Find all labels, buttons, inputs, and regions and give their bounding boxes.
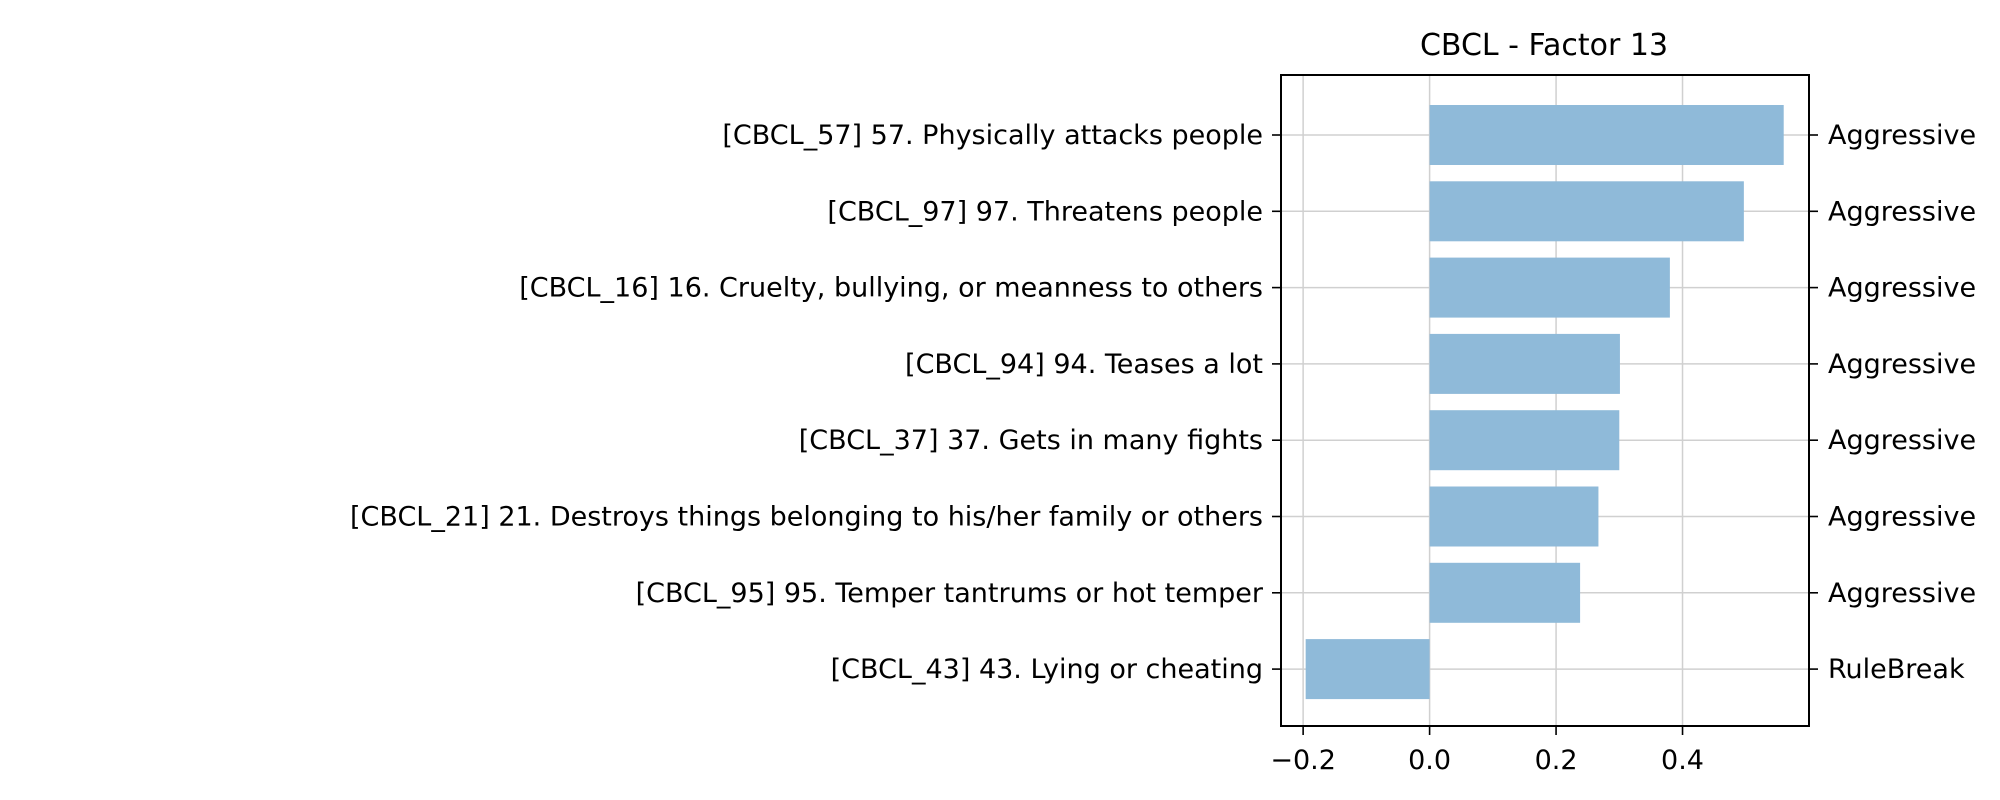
bar bbox=[1429, 410, 1620, 471]
grid-lines bbox=[1281, 75, 1809, 726]
y-right-label: Aggressive bbox=[1828, 578, 1976, 609]
bar bbox=[1429, 333, 1620, 394]
axis-labels: −0.2 0.0 0.2 0.4 [CBCL_57] 57. Physically at… bbox=[350, 120, 1976, 776]
y-tick-label: [CBCL_57] 57. Physically attacks people bbox=[722, 120, 1263, 151]
y-right-label: Aggressive bbox=[1828, 425, 1976, 456]
bar bbox=[1429, 562, 1581, 623]
x-tick-label: 0.2 bbox=[1535, 745, 1578, 776]
chart-title: CBCL - Factor 13 bbox=[1420, 28, 1668, 63]
y-tick-label: [CBCL_43] 43. Lying or cheating bbox=[831, 654, 1263, 685]
y-right-label: Aggressive bbox=[1828, 196, 1976, 227]
y-tick-label: [CBCL_97] 97. Threatens people bbox=[827, 196, 1263, 227]
y-tick-label: [CBCL_16] 16. Cruelty, bullying, or mean… bbox=[519, 273, 1263, 304]
bar bbox=[1305, 639, 1430, 700]
y-right-label: Aggressive bbox=[1828, 349, 1976, 380]
y-tick-label: [CBCL_95] 95. Temper tantrums or hot tem… bbox=[636, 578, 1264, 609]
y-tick-label: [CBCL_94] 94. Teases a lot bbox=[905, 349, 1263, 380]
x-tick-label: −0.2 bbox=[1270, 745, 1336, 776]
x-tick-label: 0.4 bbox=[1661, 745, 1704, 776]
x-tick-label: 0.0 bbox=[1408, 745, 1451, 776]
y-right-label: Aggressive bbox=[1828, 273, 1976, 304]
bar bbox=[1429, 257, 1670, 318]
y-tick-label: [CBCL_21] 21. Destroys things belonging … bbox=[350, 502, 1263, 533]
y-right-label: Aggressive bbox=[1828, 120, 1976, 151]
plot-frame bbox=[1280, 74, 1810, 727]
y-right-label: Aggressive bbox=[1828, 502, 1976, 533]
bars bbox=[1305, 105, 1784, 700]
y-right-label: RuleBreak bbox=[1828, 654, 1965, 685]
axis-ticks bbox=[1272, 134, 1818, 735]
bar bbox=[1429, 105, 1784, 165]
bar bbox=[1429, 486, 1599, 547]
y-tick-label: [CBCL_37] 37. Gets in many fights bbox=[799, 425, 1263, 456]
bar bbox=[1429, 181, 1744, 242]
